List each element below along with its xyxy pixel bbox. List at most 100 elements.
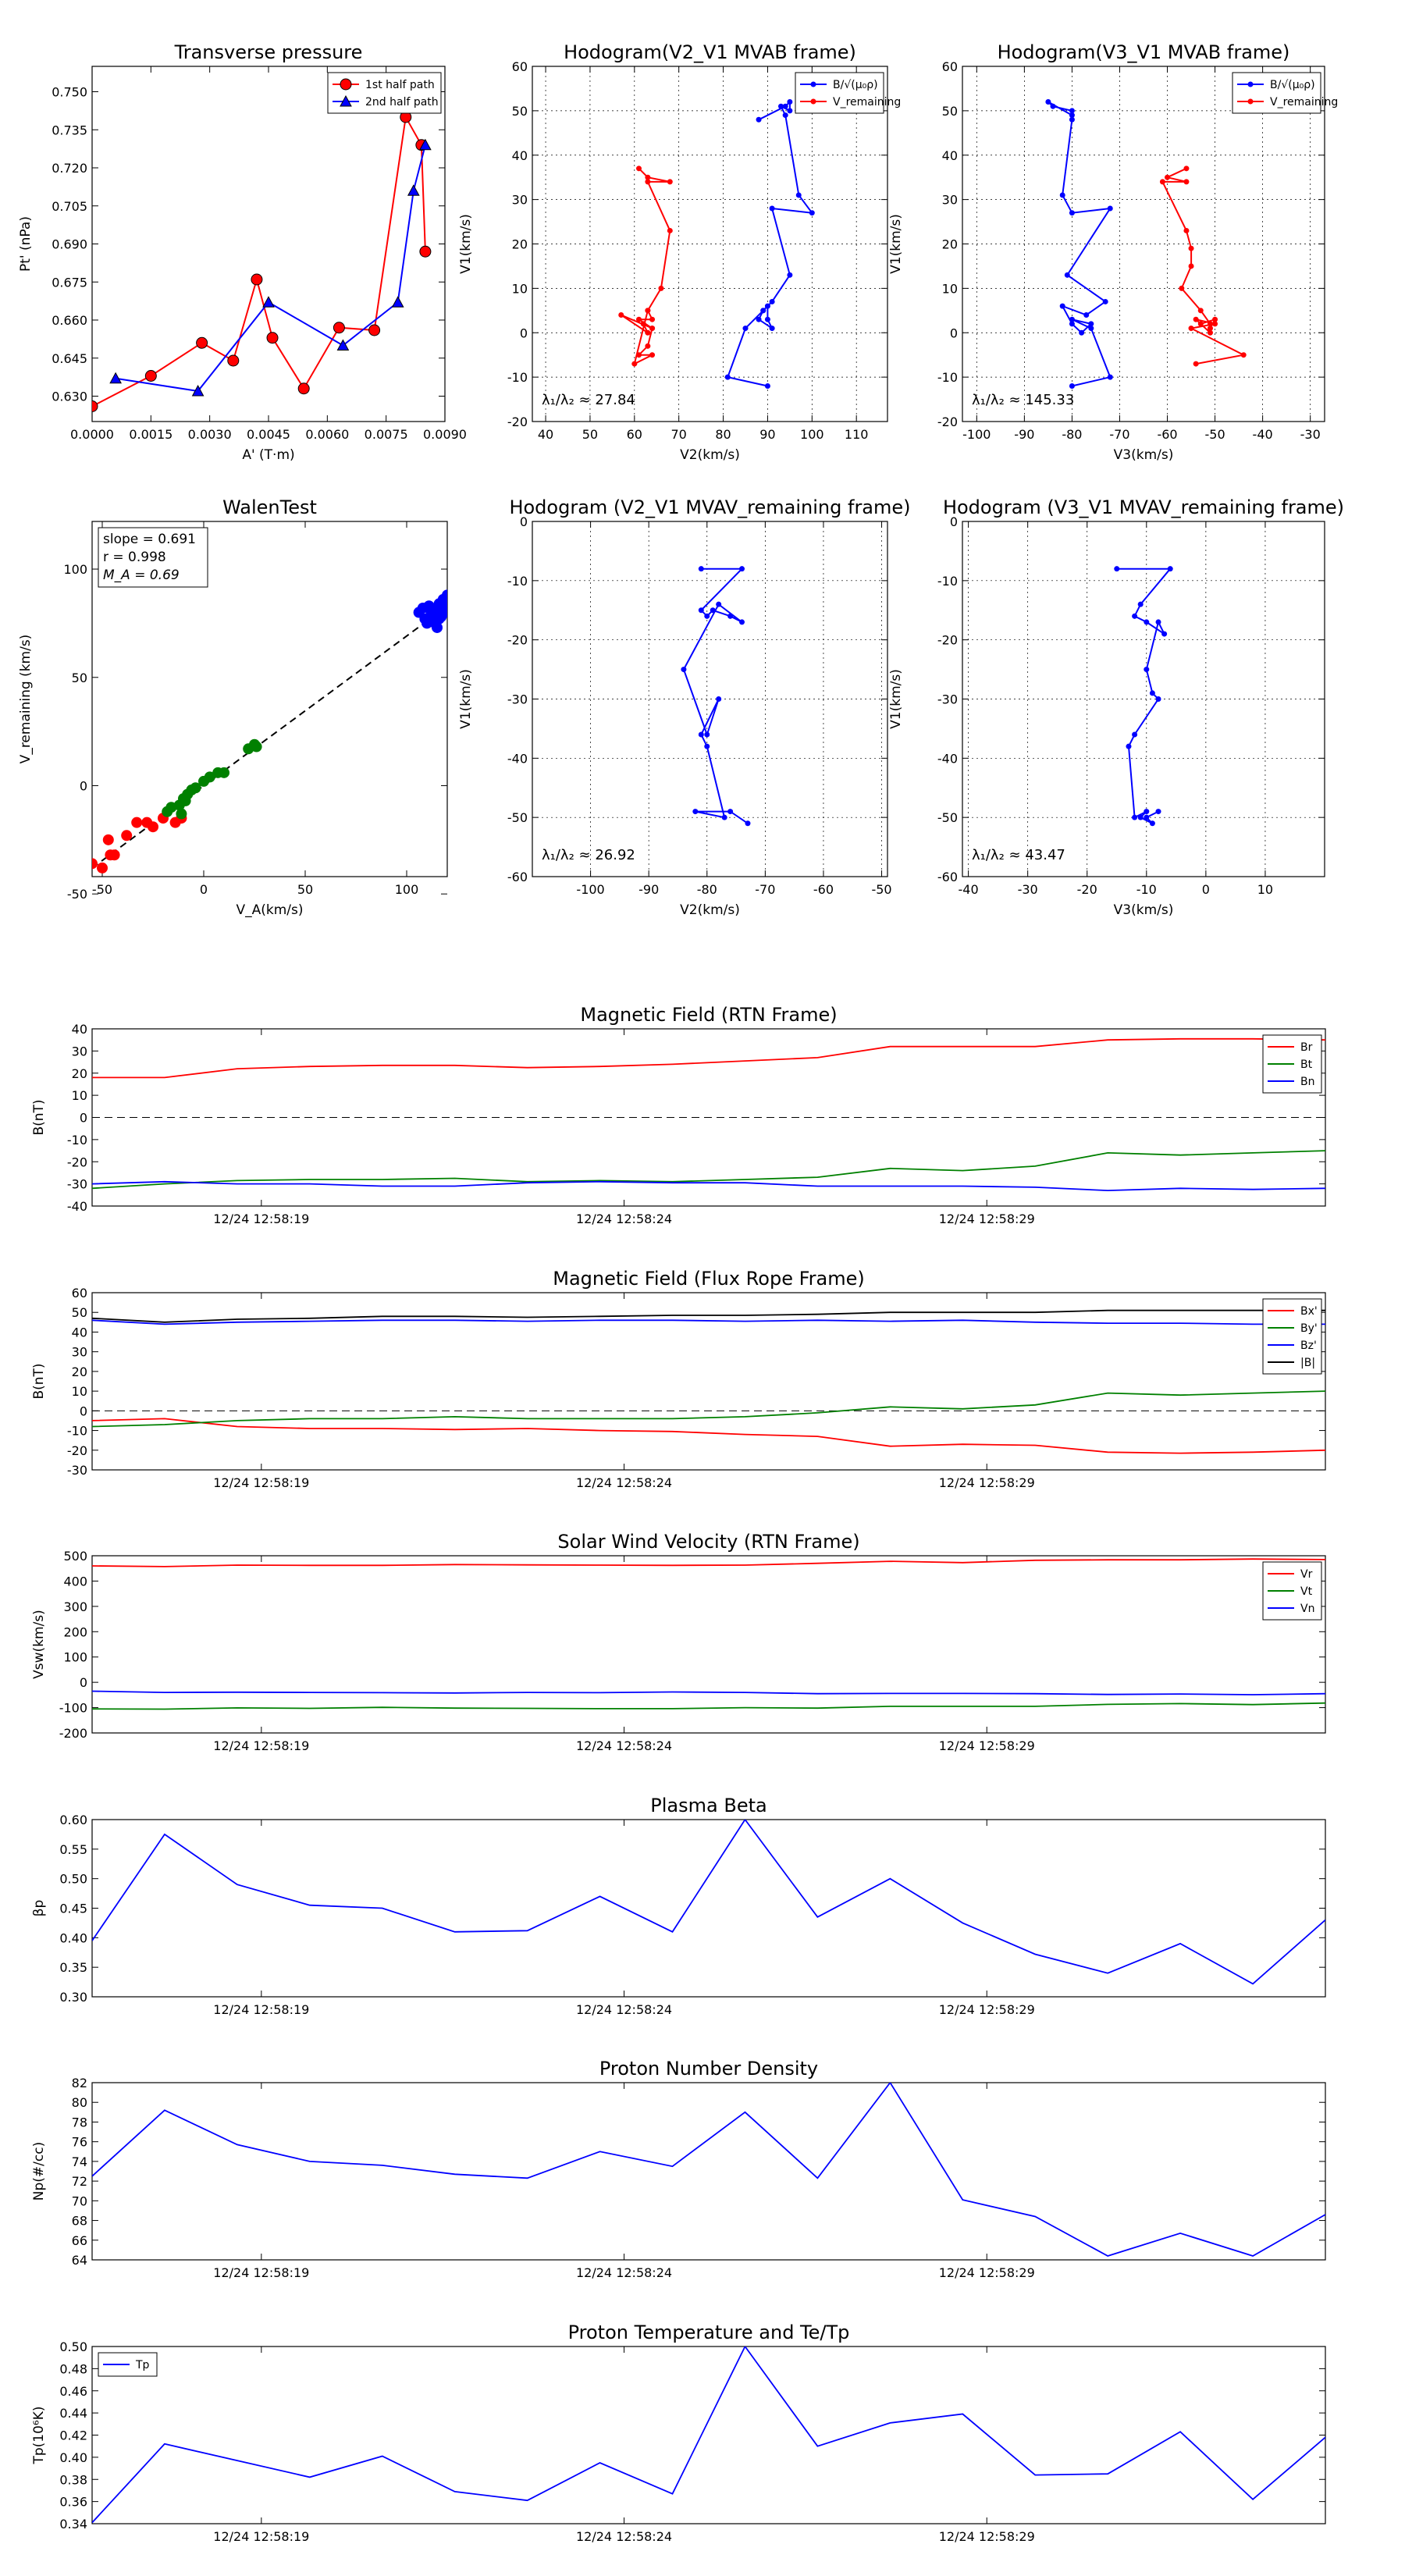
data-point [1183,179,1190,185]
plot-area [92,1558,1325,1710]
legend-marker-0 [1247,81,1254,87]
x-tick-label: 10 [1257,882,1273,897]
x-tick-label: 0.0015 [129,427,173,442]
x-tick-label: 12/24 12:58:19 [213,1738,309,1753]
chart-title: Solar Wind Velocity (RTN Frame) [557,1531,859,1553]
y-tick-label: 0 [950,514,958,529]
data-point [1079,329,1085,336]
plot-area [1045,99,1247,389]
x-tick-label: 90 [759,427,775,442]
x-tick-label: 0.0075 [365,427,408,442]
x-tick-label: 60 [627,427,642,442]
data-point [649,316,656,322]
x-tick-label: -30 [1300,427,1321,442]
x-tick-label: 12/24 12:58:24 [576,1475,672,1490]
x-tick-label: 12/24 12:58:19 [213,2529,309,2544]
data-point [1059,192,1065,198]
data-point [109,372,122,384]
y-tick-label: 0.45 [59,1902,87,1916]
data-point [631,361,638,367]
chart-title: Hodogram (V3_V1 MVAV_remaining frame) [943,496,1344,518]
data-point [710,607,716,614]
x-tick-label: 0.0045 [247,427,290,442]
plot-area [618,99,815,389]
y-tick-label: 0.675 [52,275,87,290]
legend-marker-0 [810,81,816,87]
y-tick-label: -200 [59,1726,87,1741]
y-tick-label: 0.40 [59,1930,87,1945]
eigenvalue-ratio: λ₁/λ₂ ≈ 145.33 [972,392,1074,408]
y-tick-label: 0.40 [59,2450,87,2465]
data-point [787,108,793,114]
y-tick-label: -20 [507,633,528,648]
y-tick-label: -60 [937,870,958,884]
x-tick-label: -80 [697,882,717,897]
data-point [1045,99,1051,105]
data-point [437,600,447,612]
x-tick-label: 0.0060 [305,427,349,442]
y-tick-label: 0.660 [52,313,87,328]
data-point [756,116,762,123]
series-line-Vr [92,1558,1325,1567]
x-tick-label: 12/24 12:58:29 [939,2265,1035,2280]
data-point [1083,312,1090,318]
data-point [190,782,201,794]
x-tick-label: 12/24 12:58:29 [939,1475,1035,1490]
y-tick-label: 0.42 [59,2428,87,2443]
y-tick-label: 0.30 [59,1990,87,2005]
series-line-Bn [92,1180,1325,1192]
data-point [297,382,310,395]
legend-label: B/√(μ₀ρ) [1270,79,1315,91]
y-tick-label: 0 [950,326,958,340]
legend-marker-1 [340,94,352,107]
x-tick-label: -50 [1205,427,1225,442]
y-tick-label: 50 [512,104,528,119]
y-tick-label: 0.645 [52,351,87,366]
chart-bfield: 12/24 12:58:19 12/24 12:58:24 12/24 12:58:… [31,1004,1326,1226]
chart-title: WalenTest [222,496,317,518]
y-tick-label: 82 [72,2076,87,2090]
plot-area [92,1820,1325,1985]
data-point [1069,108,1075,114]
y-axis-label: V1(km/s) [458,214,474,274]
plot-frame [91,2082,1326,2261]
y-tick-label: -20 [67,1443,87,1458]
y-tick-label: 0.735 [52,123,87,137]
y-tick-label: 76 [72,2135,87,2150]
data-point [756,316,762,322]
data-point [667,227,673,233]
data-point [769,205,775,212]
data-point [92,400,98,412]
plot-area [681,566,751,827]
y-tick-label: 0.34 [59,2517,87,2532]
data-point [219,767,229,778]
series-line-|B| [92,1309,1325,1323]
data-point [227,354,240,367]
x-tick-label: 0 [200,882,208,897]
data-point [251,741,262,753]
y-tick-label: 0 [520,326,528,340]
chart-h2: -100 -90 -80 -70 -60 -50 -40 -30-20-10010203040… [888,41,1338,463]
legend-label: Bz' [1300,1340,1317,1352]
data-point [97,862,108,873]
plot-frame [91,1292,1326,1471]
chart-bfr: 12/24 12:58:19 12/24 12:58:24 12/24 12:58:… [31,1268,1326,1490]
fit-line [92,605,447,869]
plot-frame [91,521,448,877]
x-tick-label: 0.0000 [70,427,114,442]
y-tick-label: 68 [72,2214,87,2229]
x-tick-label: 12/24 12:58:19 [213,1475,309,1490]
y-tick-label: -20 [937,633,958,648]
data-point [1107,374,1113,380]
chart-title: Proton Number Density [599,2058,818,2080]
data-point [1132,613,1138,619]
data-point [764,316,770,322]
data-point [333,322,345,334]
data-point [419,245,432,258]
series-line-1st half path [92,114,426,407]
data-point [1240,352,1247,358]
data-point [745,820,751,827]
chart-h4: -40 -30 -20 -10 0 10-60-50-40-30-20-100Hodogr… [888,496,1344,918]
y-axis-label: Vsw(km/s) [31,1610,47,1679]
x-tick-label: -60 [1157,427,1177,442]
